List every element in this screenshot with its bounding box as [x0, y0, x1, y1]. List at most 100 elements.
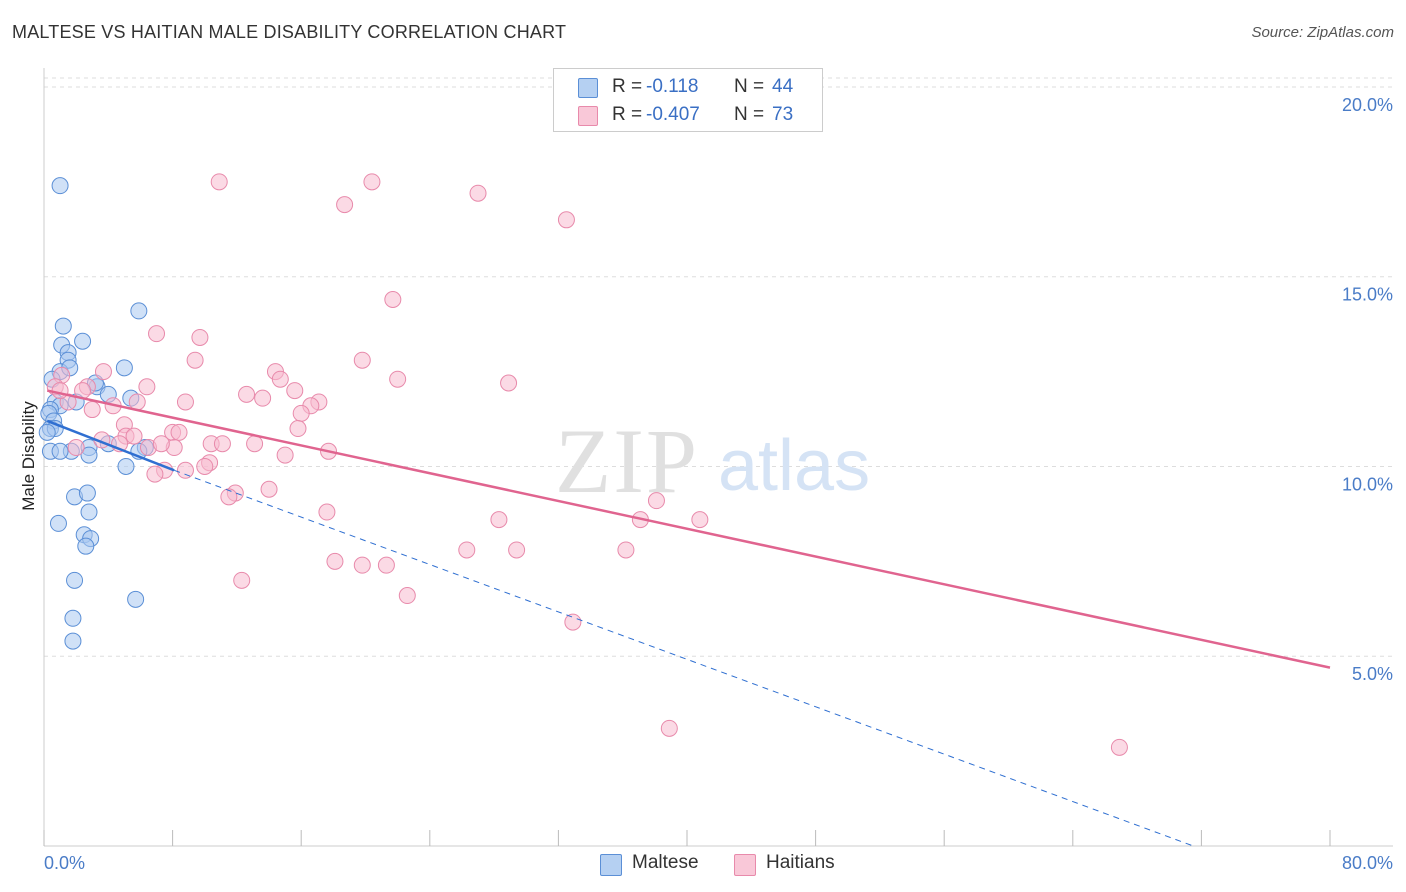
haitian-point-8	[186, 351, 204, 369]
legend-maltese-n-value: 44	[772, 76, 794, 97]
haitian-point-58	[691, 511, 709, 529]
haitian-point-69	[1110, 738, 1128, 756]
y-tick-label-15: 15.0%	[1342, 285, 1393, 305]
haitian-point-53	[260, 480, 278, 498]
y-tick-label-5: 5.0%	[1352, 664, 1393, 684]
maltese-swatch	[578, 78, 598, 98]
haitian-point-52	[220, 488, 238, 506]
legend-row-maltese: R = -0.118 N = 44	[554, 73, 822, 101]
maltese-point-29	[80, 446, 98, 464]
haitian-points	[46, 173, 1128, 756]
haitian-point-28	[83, 401, 101, 419]
maltese-point-2	[54, 317, 72, 335]
watermark-zip: ZIP	[555, 410, 699, 512]
haitian-point-54	[647, 492, 665, 510]
haitian-point-0	[210, 173, 228, 191]
haitian-point-63	[353, 556, 371, 574]
legend-maltese-n-label: N =	[734, 76, 765, 97]
haitian-point-7	[191, 328, 209, 346]
haitian-point-3	[336, 196, 354, 214]
maltese-point-22	[38, 423, 56, 441]
haitian-point-39	[213, 435, 231, 453]
haitian-point-67	[564, 613, 582, 631]
bottom-haitian-swatch	[734, 854, 756, 876]
haitian-point-50	[146, 465, 164, 483]
bottom-haitian-label: Haitians	[766, 852, 835, 873]
maltese-point-33	[49, 514, 67, 532]
legend-maltese-r-value: -0.118	[646, 76, 699, 97]
haitian-point-5	[384, 291, 402, 309]
bottom-legend-haitian: Haitians	[734, 852, 864, 876]
maltese-point-30	[117, 457, 135, 475]
haitian-point-55	[318, 503, 336, 521]
haitian-point-61	[617, 541, 635, 559]
haitian-point-45	[276, 446, 294, 464]
haitian-point-13	[271, 370, 289, 388]
maltese-point-8	[115, 359, 133, 377]
haitian-point-15	[500, 374, 518, 392]
legend-haitian-n-label: N =	[734, 104, 765, 125]
y-tick-labels: 5.0% 10.0% 15.0% 20.0%	[1342, 95, 1393, 684]
maltese-point-38	[66, 571, 84, 589]
maltese-point-32	[78, 484, 96, 502]
maltese-point-28	[51, 442, 69, 460]
haitian-point-9	[353, 351, 371, 369]
legend-haitian-n-value: 73	[772, 104, 794, 125]
haitian-point-18	[138, 378, 156, 396]
trend-lines	[46, 389, 1331, 847]
haitian-point-35	[125, 427, 143, 445]
haitian-swatch	[578, 106, 598, 126]
haitian-point-62	[326, 552, 344, 570]
haitian-point-70	[51, 382, 69, 400]
watermark-atlas: atlas	[718, 426, 870, 506]
maltese-points	[38, 177, 154, 650]
x-tick-label-max: 80.0%	[1342, 853, 1393, 873]
haitian-point-2	[469, 184, 487, 202]
haitian-point-33	[170, 423, 188, 441]
legend-maltese-r-label: R =	[612, 76, 643, 97]
haitian-point-11	[94, 363, 112, 381]
haitian-point-66	[398, 587, 416, 605]
y-tick-label-20: 20.0%	[1342, 95, 1393, 115]
haitian-point-59	[458, 541, 476, 559]
correlation-legend: R = -0.118 N = 44 R = -0.407 N = 73	[553, 68, 823, 132]
bottom-maltese-label: Maltese	[632, 852, 699, 873]
haitian-point-56	[490, 511, 508, 529]
haitian-point-29	[292, 404, 310, 422]
haitian-point-72	[152, 435, 170, 453]
maltese-point-40	[64, 609, 82, 627]
haitian-point-20	[238, 385, 256, 403]
maltese-point-39	[127, 590, 145, 608]
haitian-point-6	[148, 325, 166, 343]
maltese-point-37	[77, 537, 95, 555]
haitian-point-4	[557, 211, 575, 229]
maltese-trend-extension	[174, 469, 1194, 847]
haitian-point-65	[233, 571, 251, 589]
haitian-point-40	[246, 435, 264, 453]
legend-haitian-r-label: R =	[612, 104, 643, 125]
legend-haitian-r-value: -0.407	[646, 104, 700, 125]
x-tick-label-min: 0.0%	[44, 853, 85, 873]
haitian-point-31	[289, 420, 307, 438]
chart-source: Source: ZipAtlas.com	[1251, 24, 1394, 41]
maltese-trend-line	[46, 419, 175, 472]
haitian-point-41	[67, 439, 85, 457]
haitian-point-48	[176, 461, 194, 479]
maltese-point-1	[130, 302, 148, 320]
y-axis-title: Male Disability	[19, 401, 38, 511]
y-tick-label-10: 10.0%	[1342, 474, 1393, 494]
watermark: ZIP atlas	[555, 410, 870, 512]
maltese-point-0	[51, 177, 69, 195]
haitian-point-24	[176, 393, 194, 411]
maltese-point-34	[80, 503, 98, 521]
maltese-point-41	[64, 632, 82, 650]
legend-row-haitian: R = -0.407 N = 73	[554, 101, 822, 129]
x-ticks	[43, 830, 1331, 846]
haitian-point-60	[508, 541, 526, 559]
haitian-point-21	[254, 389, 272, 407]
haitian-point-14	[389, 370, 407, 388]
chart-title: MALTESE VS HAITIAN MALE DISABILITY CORRE…	[12, 22, 567, 42]
haitian-trend-line	[46, 389, 1331, 669]
haitian-point-68	[660, 719, 678, 737]
